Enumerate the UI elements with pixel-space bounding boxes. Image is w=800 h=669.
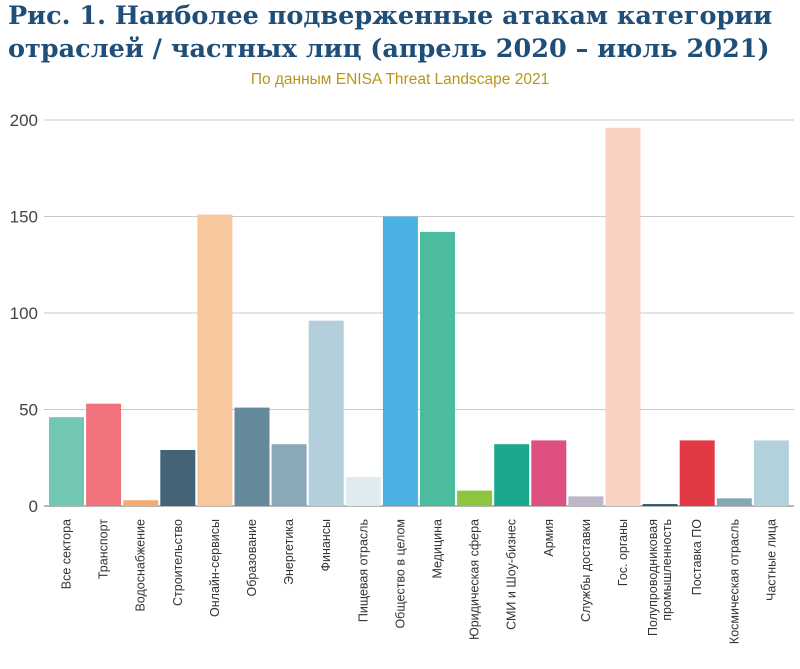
x-category-label: Строительство <box>171 519 185 606</box>
x-category-label: Финансы <box>319 519 333 571</box>
chart-title-line-1: Рис. 1. Наиболее подверженные атакам кат… <box>8 1 773 31</box>
bar-2 <box>86 403 122 506</box>
bar-19 <box>716 498 752 506</box>
bar-3 <box>123 500 159 506</box>
bar-9 <box>345 477 381 506</box>
bar-4 <box>160 450 196 506</box>
bar-11 <box>420 231 455 506</box>
x-category-label: Энергетика <box>282 519 296 585</box>
bar-10 <box>382 216 418 506</box>
x-category-label: СМИ и Шоу-бизнес <box>505 519 519 630</box>
y-tick-label: 150 <box>10 208 38 227</box>
x-category-label: Медицина <box>431 519 445 579</box>
x-category-label: промышленность <box>660 519 674 621</box>
bars-layer <box>49 127 789 506</box>
x-category-label: Полупроводниковая <box>646 519 660 636</box>
x-category-label: Общество в целом <box>393 519 407 629</box>
x-category-label: Службы доставки <box>579 519 593 622</box>
x-category-label: Поставка ПО <box>690 519 704 596</box>
x-category-label: Водоснабжение <box>134 519 148 612</box>
bar-5 <box>197 214 233 506</box>
x-category-label: Гос. органы <box>616 519 630 586</box>
bar-16 <box>605 127 641 506</box>
bar-15 <box>568 496 604 506</box>
y-tick-label: 200 <box>10 111 38 130</box>
x-category-label: Юридическая сфера <box>468 519 482 640</box>
x-category-label: Образование <box>245 519 259 597</box>
y-tick-label: 100 <box>10 304 38 323</box>
bar-18 <box>679 440 715 506</box>
y-tick-label: 50 <box>19 401 38 420</box>
bar-7 <box>271 444 307 506</box>
x-category-label: Пищевая отрасль <box>356 519 370 622</box>
bar-1 <box>49 417 84 506</box>
x-category-label: Все сектора <box>60 519 74 589</box>
x-category-label: Армия <box>542 519 556 557</box>
x-category-label: Космическая отрасль <box>727 519 741 644</box>
bar-6 <box>234 407 270 506</box>
bar-20 <box>753 440 789 506</box>
chart-subtitle: По данным ENISA Threat Landscape 2021 <box>250 71 550 88</box>
category-labels: Все сектора Транспорт Водоснабжение Строите… <box>60 519 779 644</box>
y-tick-label: 0 <box>29 497 38 516</box>
bar-17 <box>642 504 678 506</box>
bar-13 <box>494 444 530 506</box>
bar-8 <box>308 320 344 506</box>
x-category-label: Частные лица <box>764 519 778 601</box>
bar-12 <box>457 490 493 506</box>
bar-14 <box>531 440 567 506</box>
chart-title: Рис. 1. Наиболее подверженные атакам кат… <box>8 0 798 66</box>
chart-title-line-2: отраслей / частных лиц (апрель 2020 – ию… <box>8 34 770 64</box>
x-category-label: Транспорт <box>97 519 111 579</box>
x-category-label: Онлайн-сервисы <box>208 519 222 617</box>
